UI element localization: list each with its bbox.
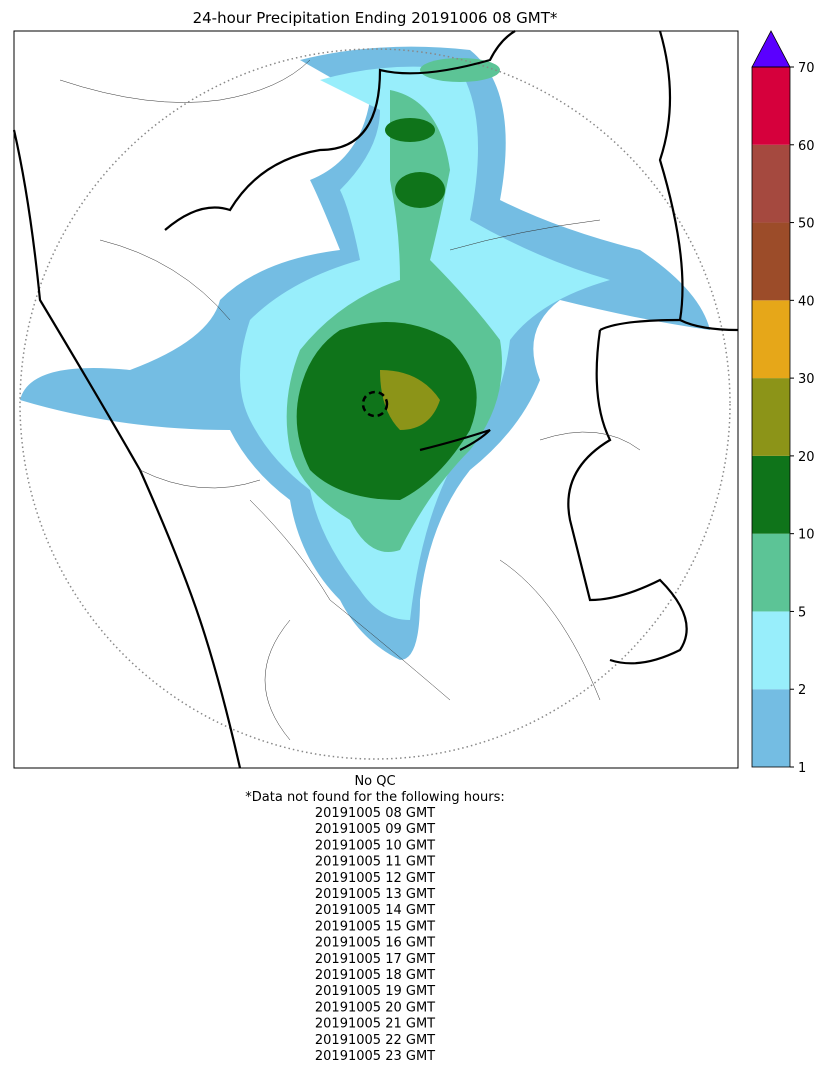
missing-header: *Data not found for the following hours:: [245, 790, 504, 805]
colorbar-frame: [751, 66, 791, 768]
missing-hour: 20191005 11 GMT: [315, 855, 435, 870]
colorbar-tick-label: 1: [798, 761, 806, 776]
colorbar: 1 2 5 10 20 30 40 50 60 70: [751, 30, 815, 776]
missing-hour: 20191005 12 GMT: [315, 871, 435, 886]
missing-hour: 20191005 19 GMT: [315, 984, 435, 999]
missing-hour: 20191005 14 GMT: [315, 903, 435, 918]
colorbar-extend: [751, 30, 791, 68]
colorbar-band: [752, 378, 790, 456]
colorbar-tick-label: 70: [798, 61, 815, 76]
missing-hour: 20191005 23 GMT: [315, 1049, 435, 1064]
colorbar-band: [752, 533, 790, 612]
colorbar-tick-label: 40: [798, 294, 815, 309]
missing-hour: 20191005 20 GMT: [315, 1000, 435, 1015]
colorbar-band: [752, 611, 790, 690]
map-title: 24-hour Precipitation Ending 20191006 08…: [193, 9, 558, 27]
colorbar-tick-label: 60: [798, 139, 815, 154]
colorbar-tick-label: 50: [798, 217, 815, 232]
colorbar-band: [752, 144, 790, 223]
missing-hour: 20191005 22 GMT: [315, 1033, 435, 1048]
missing-hour: 20191005 08 GMT: [315, 806, 435, 821]
colorbar-band: [752, 300, 790, 379]
colorbar-tick-label: 20: [798, 450, 815, 465]
qc-note: No QC: [354, 774, 395, 789]
colorbar-tick-label: 30: [798, 372, 815, 387]
colorbar-band: [752, 222, 790, 301]
colorbar-band: [752, 689, 790, 767]
colorbar-band: [752, 455, 790, 534]
missing-hour: 20191005 10 GMT: [315, 838, 435, 853]
missing-hour: 20191005 16 GMT: [315, 936, 435, 951]
missing-hour: 20191005 18 GMT: [315, 968, 435, 983]
missing-hour: 20191005 09 GMT: [315, 822, 435, 837]
colorbar-tick-label: 5: [798, 605, 806, 620]
notes: No QC *Data not found for the following …: [245, 774, 504, 1064]
colorbar-tick-label: 10: [798, 528, 815, 543]
missing-hour: 20191005 17 GMT: [315, 952, 435, 967]
missing-hour: 20191005 21 GMT: [315, 1017, 435, 1032]
colorbar-tick-label: 2: [798, 683, 806, 698]
missing-hour: 20191005 13 GMT: [315, 887, 435, 902]
colorbar-band: [752, 67, 790, 145]
missing-hour: 20191005 15 GMT: [315, 919, 435, 934]
map: [12, 30, 739, 769]
